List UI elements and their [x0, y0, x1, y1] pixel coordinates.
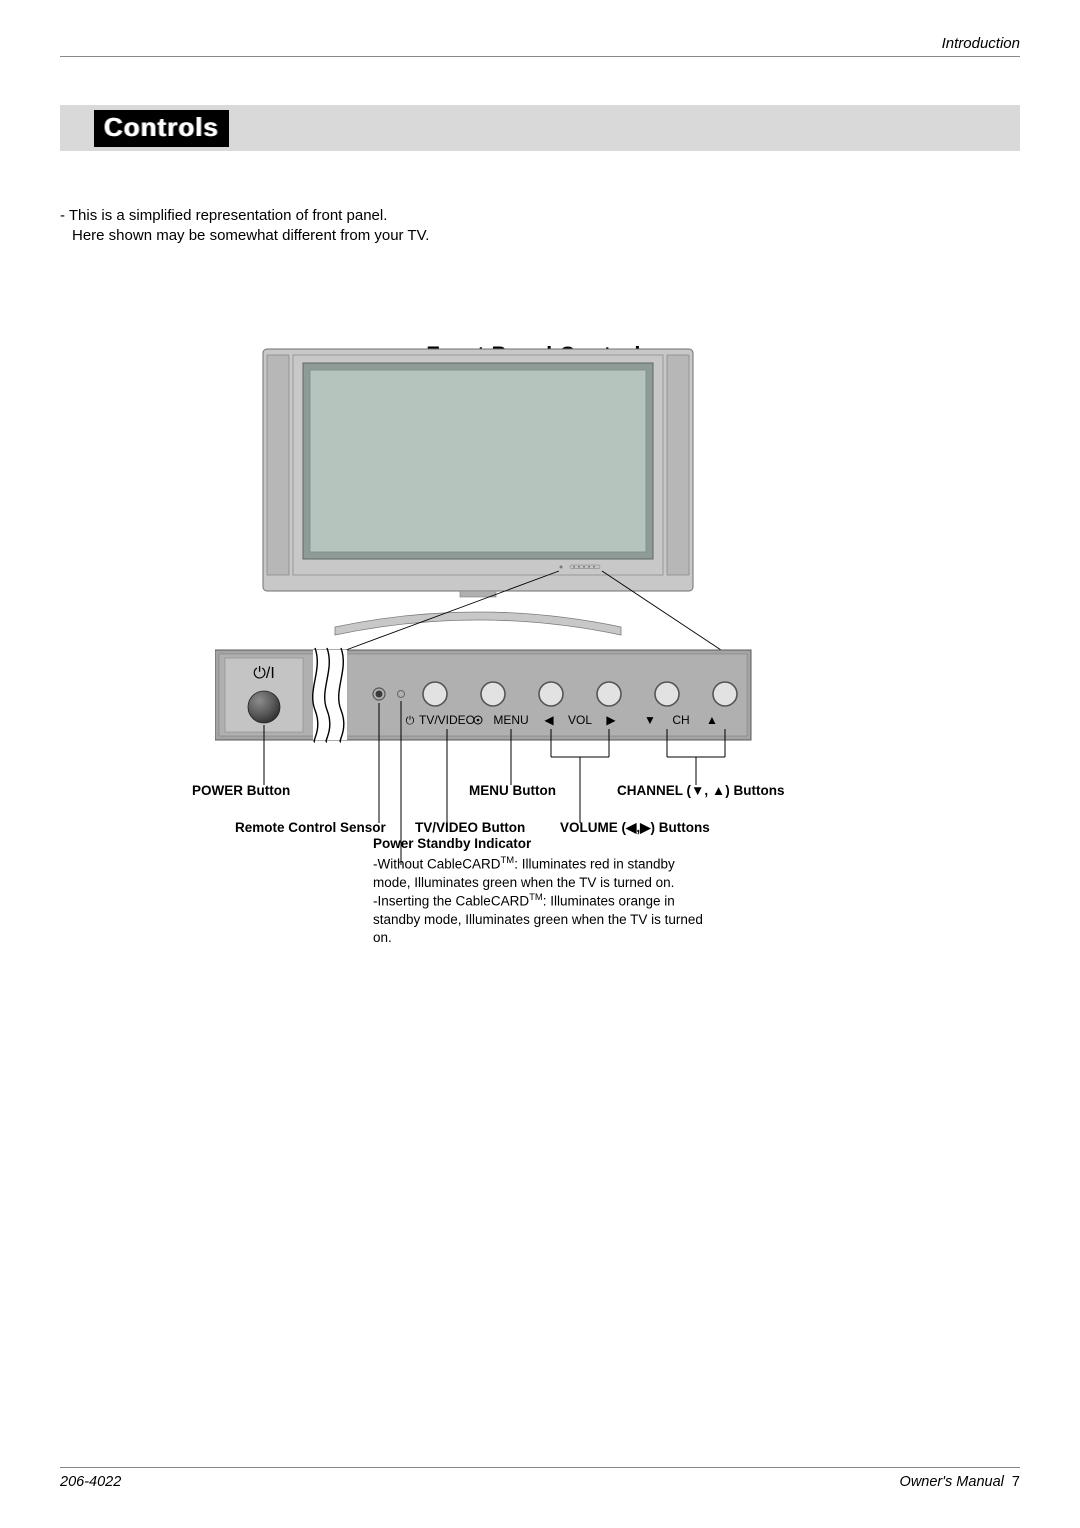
- svg-text:▶: ▶: [606, 713, 616, 727]
- standby-text-2: -Inserting the CableCARDTM: Illuminates …: [373, 892, 703, 947]
- svg-text:VOL: VOL: [568, 713, 592, 727]
- tv-set: [263, 349, 693, 635]
- svg-text:TV/VIDEO: TV/VIDEO: [419, 713, 475, 727]
- svg-text:MENU: MENU: [493, 713, 528, 727]
- standby-text-1: -Without CableCARDTM: Illuminates red in…: [373, 855, 703, 892]
- tm-1: TM: [501, 855, 515, 866]
- callout-power-button: POWER Button: [192, 783, 290, 798]
- header-section: Introduction: [60, 35, 1020, 52]
- standby-description: Power Standby Indicator -Without CableCA…: [373, 835, 703, 947]
- callout-tvvideo-button: TV/VIDEO Button: [415, 820, 525, 835]
- svg-text:⏻: ⏻: [406, 715, 415, 727]
- svg-text:▲: ▲: [706, 713, 718, 727]
- footer-rule: [60, 1467, 1020, 1468]
- doc-number: 206-4022: [60, 1474, 121, 1490]
- control-panel: ⏻/I: [215, 648, 751, 742]
- intro-line2: Here shown may be somewhat different fro…: [60, 226, 1020, 246]
- svg-text:◀: ◀: [544, 713, 554, 727]
- standby-heading: Power Standby Indicator: [373, 835, 703, 853]
- callout-remote-sensor: Remote Control Sensor: [235, 820, 386, 835]
- header-rule: [60, 56, 1020, 57]
- callout-volume-buttons: VOLUME (◀,▶) Buttons: [560, 820, 710, 836]
- svg-text:⏻/I: ⏻/I: [253, 665, 275, 682]
- title-bar: Controls: [60, 105, 1020, 151]
- page-number: 7: [1012, 1474, 1020, 1490]
- callout-channel-buttons: CHANNEL (▼, ▲) Buttons: [617, 783, 784, 798]
- intro-text: - This is a simplified representation of…: [60, 206, 1020, 247]
- svg-text:CH: CH: [672, 713, 689, 727]
- intro-line1: - This is a simplified representation of…: [60, 206, 1020, 226]
- tm-2: TM: [529, 892, 543, 903]
- manual-label: Owner's Manual: [900, 1474, 1004, 1490]
- standby-1a: -Without CableCARD: [373, 857, 501, 872]
- footer-right: Owner's Manual 7: [900, 1474, 1020, 1490]
- callout-menu-button: MENU Button: [469, 783, 556, 798]
- standby-2a: -Inserting the CableCARD: [373, 894, 529, 909]
- page-title-badge: Controls: [94, 110, 229, 147]
- svg-text:▼: ▼: [644, 713, 656, 727]
- footer: 206-4022 Owner's Manual 7: [60, 1467, 1020, 1490]
